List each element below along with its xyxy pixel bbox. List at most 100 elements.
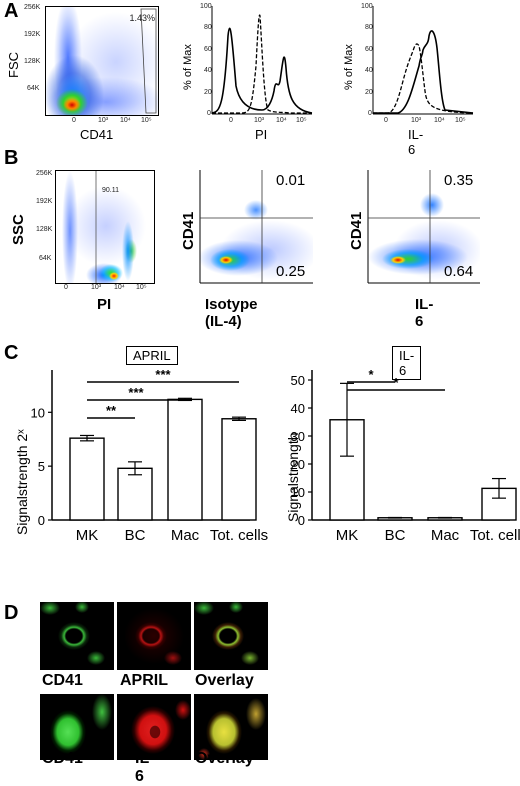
b-plot1-gate xyxy=(95,171,97,283)
a-xtick-2: 10⁴ xyxy=(120,117,131,124)
c-april-title: APRIL xyxy=(126,346,178,365)
a-h2-ytick-4: 20 xyxy=(365,89,373,96)
b1-xtick-0: 0 xyxy=(64,284,68,291)
a-scatter-density xyxy=(46,7,158,115)
a-gate-pct: 1.43% xyxy=(129,13,155,23)
y-tick-label: 20 xyxy=(291,457,305,472)
b1-ytick-1: 192K xyxy=(36,198,53,205)
b1-ytick-3: 64K xyxy=(39,255,52,262)
a-h1-xlabel: PI xyxy=(255,127,268,142)
a-h2-ytick-1: 80 xyxy=(365,24,373,31)
a-h2-xlabel: IL-6 xyxy=(408,127,424,157)
a-h2-xtick-3: 10⁵ xyxy=(455,117,466,124)
x-category-label: Mac xyxy=(171,527,200,544)
b1-xtick-3: 10⁵ xyxy=(136,284,147,291)
a-h2-ylabel: % of Max xyxy=(343,44,355,90)
b2-xlabel: Isotype (IL-4) xyxy=(205,296,258,330)
x-category-label: Mac xyxy=(431,527,460,544)
d-cd41-il6-image xyxy=(40,694,114,760)
y-tick-label: 40 xyxy=(291,401,305,416)
a-h1-xtick-2: 10⁴ xyxy=(276,117,287,124)
b3-quadrant-ur: 0.35 xyxy=(444,172,474,189)
b3-quadrant-lr: 0.64 xyxy=(444,263,474,280)
a-scatter-ylabel: FSC xyxy=(6,52,21,78)
x-category-label: Tot. cells xyxy=(210,527,268,544)
panel-label-b: B xyxy=(4,147,19,169)
x-category-label: Tot. cells xyxy=(470,527,520,544)
d-il6-image xyxy=(117,694,191,760)
a-h1-xtick-0: 0 xyxy=(229,117,233,124)
a-h1-ytick-4: 20 xyxy=(204,89,212,96)
a-h2-xtick-1: 10³ xyxy=(411,117,422,124)
b2-ylabel: CD41 xyxy=(180,211,197,250)
a-ytick-2: 128K xyxy=(24,58,41,65)
b-plot2-density xyxy=(200,170,313,283)
b1-xlabel: PI xyxy=(97,296,112,313)
b3-xlabel: IL-6 xyxy=(415,296,434,330)
c-il6-title: IL-6 xyxy=(392,346,422,380)
a-scatter-xlabel: CD41 xyxy=(80,127,114,142)
a-h1-ytick-0: 100 xyxy=(200,3,212,10)
a-ytick-0: 256K xyxy=(24,4,41,11)
a-h1-ytick-1: 80 xyxy=(204,24,212,31)
a-h1-xtick-1: 10³ xyxy=(254,117,265,124)
a-hist-pi-svg xyxy=(211,6,313,115)
bar-mac xyxy=(167,398,203,521)
a-xtick-3: 10⁵ xyxy=(141,117,152,124)
d-april-image xyxy=(117,602,191,670)
significance-stars: *** xyxy=(155,367,171,382)
b1-ytick-0: 256K xyxy=(36,170,53,177)
a-h2-ytick-3: 40 xyxy=(365,67,373,74)
y-tick-label: 30 xyxy=(291,429,305,444)
a-h1-ylabel: % of Max xyxy=(182,44,194,90)
b-plot3-density xyxy=(368,170,480,283)
d-row2-label-0: CD41 xyxy=(42,750,83,767)
y-tick-label: 10 xyxy=(291,485,305,500)
c-il6-ylabel: Signalstrength xyxy=(285,432,301,522)
significance-stars: ** xyxy=(106,403,117,418)
significance-stars: * xyxy=(368,367,374,382)
bar-totcells xyxy=(221,418,257,521)
a-h2-ytick-2: 60 xyxy=(365,46,373,53)
x-category-label: MK xyxy=(76,527,99,544)
b1-xtick-2: 10⁴ xyxy=(114,284,125,291)
y-tick-label: 0 xyxy=(38,513,45,528)
d-row1-label-0: CD41 xyxy=(42,672,83,689)
b1-xtick-1: 10³ xyxy=(91,284,102,291)
bar-bc xyxy=(117,467,153,521)
d-row1-label-2: Overlay xyxy=(195,672,254,689)
y-tick-label: 0 xyxy=(298,513,305,528)
b-plot3-quadrants xyxy=(367,170,480,284)
d-overlay-april-image xyxy=(194,602,268,670)
a-ytick-3: 64K xyxy=(27,85,40,92)
y-tick-label: 5 xyxy=(38,459,45,474)
x-category-label: MK xyxy=(336,527,359,544)
b1-ylabel: SSC xyxy=(10,214,27,245)
a-xtick-1: 10³ xyxy=(98,117,109,124)
a-scatter-frame: 1.43% xyxy=(45,6,159,116)
b2-quadrant-lr: 0.25 xyxy=(276,263,306,280)
c-il6-svg: 0 10 20 30 40 50 MK BC Mac Tot. cells * * xyxy=(291,367,520,544)
b-plot2-quadrants xyxy=(199,170,313,284)
y-tick-label: 50 xyxy=(291,373,305,388)
a-h2-xtick-0: 0 xyxy=(384,117,388,124)
c-april-ylabel: Signalstrength 2ˣ xyxy=(14,429,30,535)
a-ytick-1: 192K xyxy=(24,31,41,38)
x-category-label: BC xyxy=(385,527,406,544)
b-plot1-frame: 90.11 xyxy=(55,170,155,284)
d-row2-label-1: IL-6 xyxy=(135,750,155,785)
bar-mk xyxy=(69,437,105,521)
b1-ytick-2: 128K xyxy=(36,226,53,233)
d-cd41-april-image xyxy=(40,602,114,670)
significance-stars: *** xyxy=(128,385,144,400)
d-row1-label-1: APRIL xyxy=(120,672,168,689)
a-h1-ytick-5: 0 xyxy=(207,110,211,117)
panel-label-c: C xyxy=(4,342,19,364)
a-h1-ytick-3: 40 xyxy=(204,67,212,74)
a-h1-xtick-3: 10⁵ xyxy=(296,117,307,124)
d-row2-label-2: Overlay xyxy=(195,750,254,767)
a-xtick-0: 0 xyxy=(72,117,76,124)
significance-stars: * xyxy=(393,375,399,390)
panel-label-a: A xyxy=(4,0,19,22)
